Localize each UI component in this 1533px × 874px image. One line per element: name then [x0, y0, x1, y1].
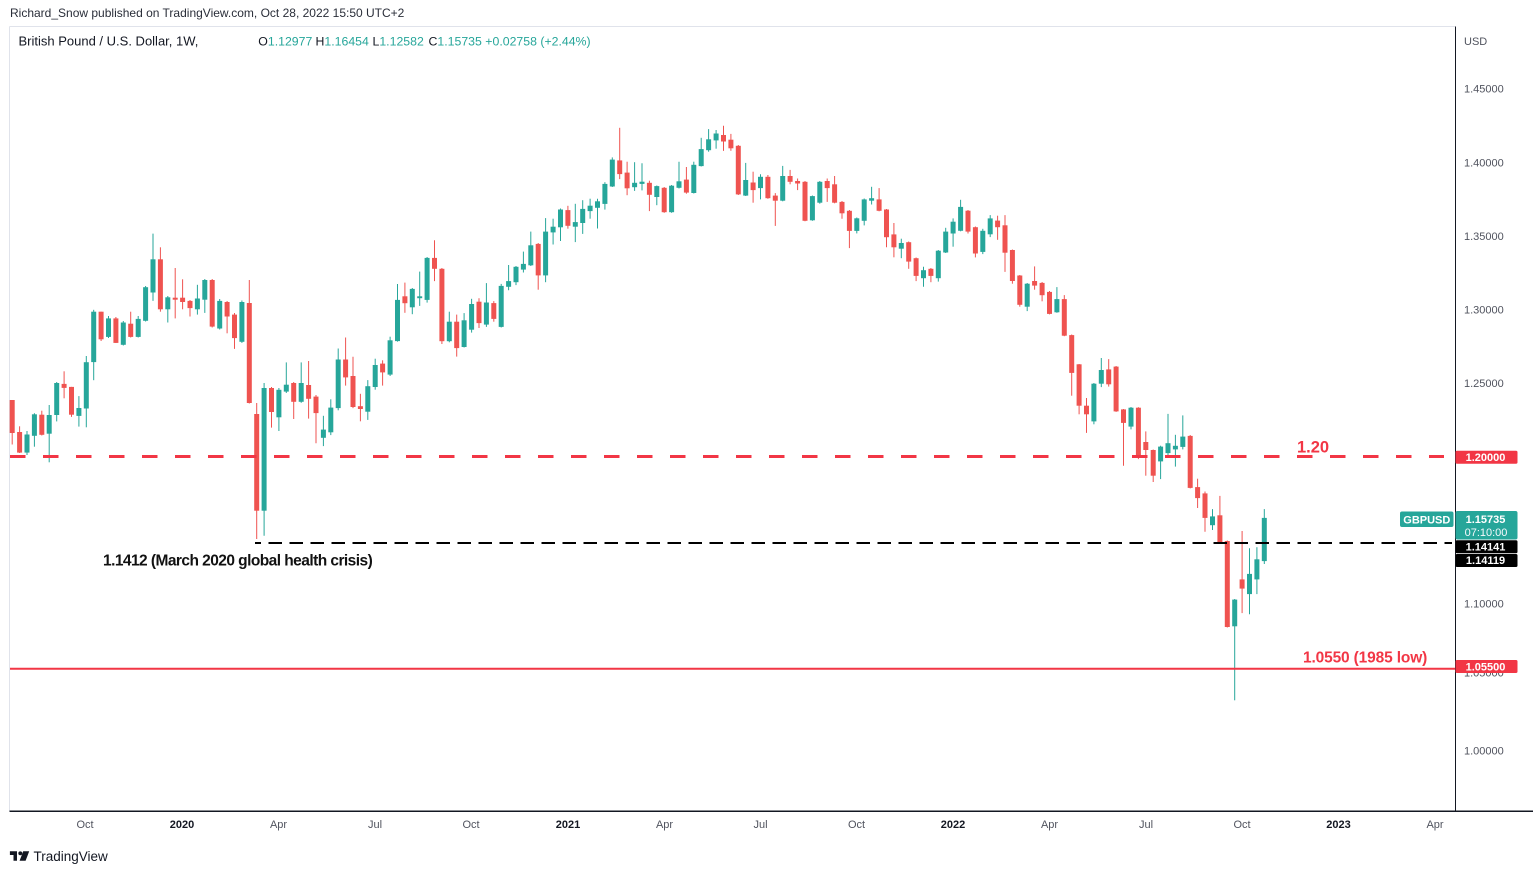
svg-text:+0.02758 (+2.44%): +0.02758 (+2.44%) — [485, 35, 590, 49]
svg-text:TradingView: TradingView — [34, 849, 109, 864]
svg-text:Apr: Apr — [656, 819, 673, 831]
svg-text:Oct: Oct — [462, 819, 479, 831]
svg-text:2022: 2022 — [941, 819, 965, 831]
svg-text:Richard_Snow published on Trad: Richard_Snow published on TradingView.co… — [10, 6, 405, 20]
svg-text:Oct: Oct — [848, 819, 865, 831]
svg-text:Jul: Jul — [368, 819, 382, 831]
svg-text:1.10000: 1.10000 — [1464, 599, 1504, 611]
svg-text:1.14119: 1.14119 — [1466, 555, 1505, 567]
svg-text:Apr: Apr — [1041, 819, 1058, 831]
svg-text:1.1412 (March 2020 global heal: 1.1412 (March 2020 global health crisis) — [103, 553, 373, 570]
svg-text:Oct: Oct — [1233, 819, 1250, 831]
svg-text:C1.15735: C1.15735 — [429, 35, 483, 49]
svg-text:1.14141: 1.14141 — [1466, 542, 1506, 554]
svg-text:Jul: Jul — [1139, 819, 1153, 831]
svg-text:1.20000: 1.20000 — [1466, 452, 1506, 464]
svg-text:1.30000: 1.30000 — [1464, 305, 1504, 317]
svg-text:1.40000: 1.40000 — [1464, 158, 1504, 170]
svg-text:L1.12582: L1.12582 — [373, 35, 424, 49]
svg-text:1.0550 (1985 low): 1.0550 (1985 low) — [1303, 650, 1427, 667]
svg-text:Jul: Jul — [753, 819, 767, 831]
svg-text:07:10:00: 07:10:00 — [1465, 527, 1508, 539]
svg-text:2023: 2023 — [1326, 819, 1350, 831]
svg-text:1.25000: 1.25000 — [1464, 378, 1504, 390]
svg-text:1.35000: 1.35000 — [1464, 231, 1504, 243]
svg-text:1.20: 1.20 — [1297, 439, 1329, 457]
svg-text:1.45000: 1.45000 — [1464, 84, 1504, 96]
svg-text:O1.12977: O1.12977 — [258, 35, 312, 49]
svg-text:Apr: Apr — [270, 819, 287, 831]
svg-text:Oct: Oct — [76, 819, 93, 831]
svg-text:2020: 2020 — [170, 819, 194, 831]
svg-text:USD: USD — [1464, 36, 1487, 48]
svg-text:H1.16454: H1.16454 — [316, 35, 370, 49]
svg-text:1.05500: 1.05500 — [1466, 662, 1506, 674]
svg-text:1.15735: 1.15735 — [1466, 514, 1506, 526]
svg-text:Apr: Apr — [1426, 819, 1443, 831]
svg-text:2021: 2021 — [556, 819, 580, 831]
svg-text:British Pound / U.S. Dollar, 1: British Pound / U.S. Dollar, 1W, — [19, 34, 199, 49]
svg-text:GBPUSD: GBPUSD — [1403, 515, 1450, 527]
svg-text:1.00000: 1.00000 — [1464, 746, 1504, 758]
